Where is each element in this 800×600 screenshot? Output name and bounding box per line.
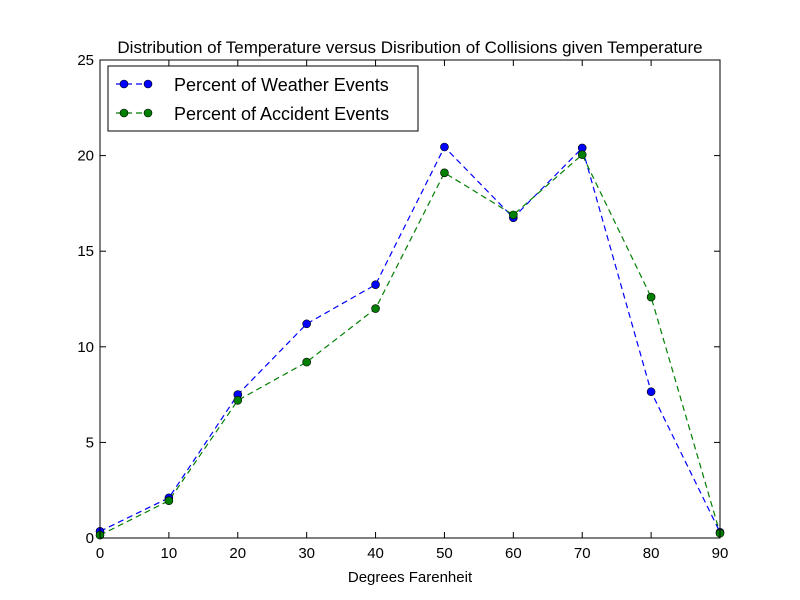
legend-marker-accident: [119, 108, 129, 118]
series-layer: [95, 142, 725, 540]
y-tick-label: 20: [77, 148, 94, 165]
legend-label-weather: Percent of Weather Events: [174, 75, 389, 95]
legend-label-accident: Percent of Accident Events: [174, 104, 389, 124]
x-tick-label: 10: [161, 545, 178, 562]
x-tick-label: 80: [643, 545, 660, 562]
x-tick-label: 30: [298, 545, 315, 562]
data-point-series-0: [302, 319, 311, 329]
y-tick-label: 5: [86, 434, 94, 451]
series-line-0: [99, 145, 721, 533]
data-point-series-0: [440, 142, 449, 152]
series-line-1: [99, 153, 721, 536]
plot-frame: [99, 59, 721, 539]
data-point-series-1: [577, 150, 587, 159]
y-tick-label: 25: [77, 52, 94, 69]
chart-title: Distribution of Temperature versus Disri…: [117, 38, 702, 57]
y-tick-label: 15: [77, 243, 94, 260]
legend: Percent of Weather Events Percent of Acc…: [107, 65, 419, 132]
data-point-series-1: [371, 304, 380, 313]
x-tick-label: 90: [712, 545, 729, 562]
x-tick-label: 50: [436, 545, 453, 562]
data-point-series-0: [371, 280, 380, 289]
data-point-series-1: [164, 496, 174, 506]
data-point-series-0: [646, 387, 656, 397]
y-tick-label: 0: [86, 530, 94, 547]
data-point-series-1: [646, 292, 656, 302]
data-point-series-1: [509, 210, 518, 220]
x-tick-label: 40: [367, 545, 384, 562]
plot-background: [100, 60, 720, 538]
legend-marker-weather: [119, 79, 129, 89]
x-axis-title: Degrees Farenheit: [348, 569, 473, 586]
data-point-series-1: [233, 396, 243, 405]
legend-marker-weather: [143, 79, 153, 89]
x-tick-label: 60: [505, 545, 522, 562]
ticks-layer: 0 10 20 30 40 50 60 70 80 90 0 5 10 15 20 25: [77, 52, 728, 562]
legend-marker-accident: [143, 108, 153, 118]
data-point-series-1: [440, 168, 449, 178]
x-tick-label: 70: [574, 545, 591, 562]
x-tick-label: 20: [229, 545, 246, 562]
y-tick-label: 10: [77, 339, 94, 356]
data-point-series-1: [302, 357, 311, 367]
x-tick-label: 0: [96, 545, 104, 562]
legend-box: [107, 65, 419, 132]
